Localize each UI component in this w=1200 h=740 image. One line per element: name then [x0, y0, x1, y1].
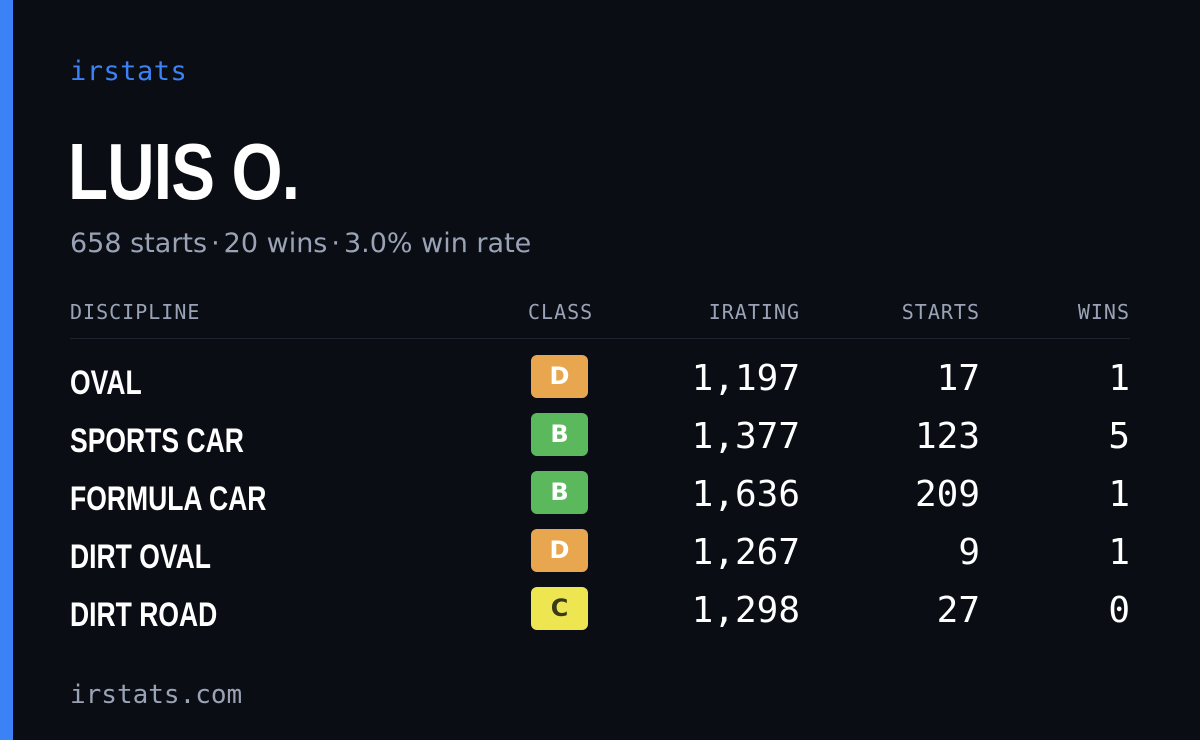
table-row: DIRT ROAD C 1,298 27 0 — [70, 587, 1130, 645]
wins-value: 1 — [1108, 358, 1130, 399]
irating-value: 1,267 — [691, 532, 800, 573]
wins-count: 20 wins — [223, 228, 328, 259]
starts-value: 17 — [936, 358, 980, 399]
table-body: OVAL D 1,197 17 1 SPORTS CAR B 1,377 123… — [70, 339, 1130, 645]
irating-value: 1,636 — [691, 474, 800, 515]
discipline-name: DIRT ROAD — [70, 596, 218, 634]
win-rate: 3.0% win rate — [343, 228, 532, 259]
license-class-badge: D — [531, 355, 588, 398]
header-starts: STARTS — [901, 300, 980, 324]
footer-site-link[interactable]: irstats.com — [70, 680, 243, 710]
irating-value: 1,377 — [691, 416, 800, 457]
starts-value: 9 — [958, 532, 980, 573]
class-cell: C — [531, 587, 588, 630]
discipline-name: FORMULA CAR — [70, 480, 267, 518]
irating-value: 1,298 — [691, 590, 800, 631]
wins-value: 1 — [1108, 532, 1130, 573]
license-class-badge: D — [531, 529, 588, 572]
license-class-badge: C — [531, 587, 588, 630]
starts-count: 658 starts — [70, 228, 208, 259]
starts-value: 27 — [936, 590, 980, 631]
wins-value: 0 — [1108, 590, 1130, 631]
separator: · — [211, 228, 220, 259]
wins-value: 1 — [1108, 474, 1130, 515]
table-row: OVAL D 1,197 17 1 — [70, 355, 1130, 413]
table-row: SPORTS CAR B 1,377 123 5 — [70, 413, 1130, 471]
class-cell: B — [531, 413, 588, 456]
discipline-name: DIRT OVAL — [70, 538, 211, 576]
table-row: FORMULA CAR B 1,636 209 1 — [70, 471, 1130, 529]
header-class: CLASS — [528, 300, 594, 324]
header-wins: WINS — [1077, 300, 1130, 324]
header-irating: IRATING — [708, 300, 800, 324]
irating-value: 1,197 — [691, 358, 800, 399]
starts-value: 123 — [914, 416, 980, 457]
class-cell: B — [531, 471, 588, 514]
table-row: DIRT OVAL D 1,267 9 1 — [70, 529, 1130, 587]
license-class-badge: B — [531, 471, 588, 514]
discipline-name: OVAL — [70, 364, 142, 402]
discipline-table: DISCIPLINE CLASS IRATING STARTS WINS OVA… — [70, 300, 1130, 645]
starts-value: 209 — [914, 474, 980, 515]
driver-summary: 658 starts · 20 wins · 3.0% win rate — [70, 228, 531, 259]
header-discipline: DISCIPLINE — [70, 300, 201, 324]
brand-logo-text[interactable]: irstats — [70, 56, 188, 87]
table-header: DISCIPLINE CLASS IRATING STARTS WINS — [70, 300, 1130, 339]
license-class-badge: B — [531, 413, 588, 456]
separator: · — [331, 228, 340, 259]
wins-value: 5 — [1108, 416, 1130, 457]
class-cell: D — [531, 529, 588, 572]
driver-name: LUIS O. — [68, 127, 300, 216]
accent-bar — [0, 0, 13, 740]
class-cell: D — [531, 355, 588, 398]
discipline-name: SPORTS CAR — [70, 422, 244, 460]
